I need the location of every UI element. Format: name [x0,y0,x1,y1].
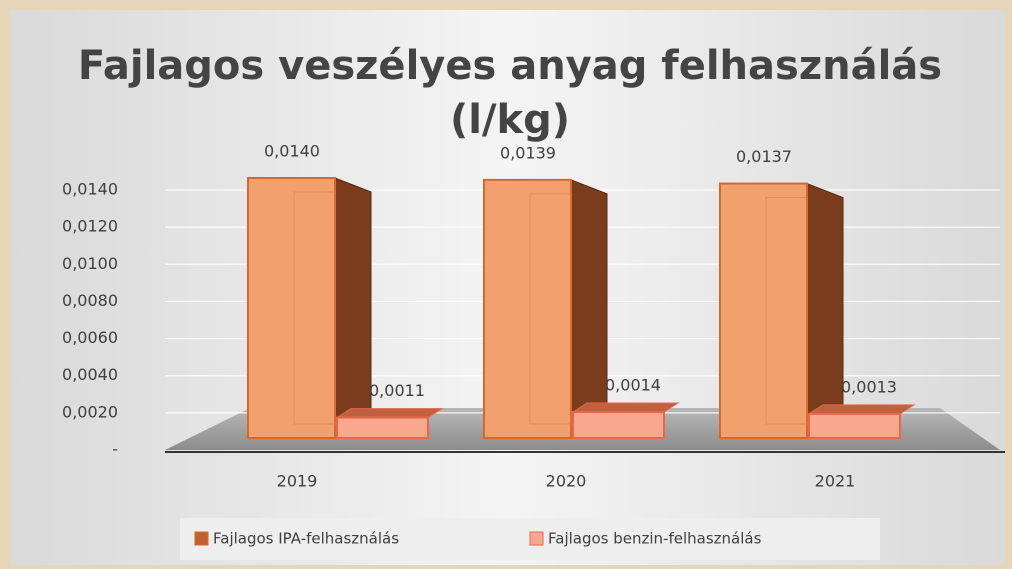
bar [719,182,808,439]
value-label: 0,0014 [605,376,661,395]
bar-top [807,404,916,415]
chart-title: (l/kg) [450,97,570,143]
legend-label: Fajlagos benzin-felhasználás [548,530,762,548]
bar-top [335,408,444,419]
bar [483,178,572,439]
bar-inner [765,197,808,425]
value-label: 0,0137 [736,147,792,166]
x-tick-label: 2021 [815,472,856,491]
y-tick-label: 0,0060 [62,328,118,347]
value-label: 0,0013 [841,377,897,396]
y-tick-label: - [112,440,118,459]
x-tick-label: 2020 [546,472,587,491]
bar-inner [529,193,572,425]
y-tick-label: 0,0020 [62,402,118,421]
value-label: 0,0011 [369,381,425,400]
legend-swatch [529,531,544,546]
legend-label: Fajlagos IPA-felhasználás [213,530,399,548]
y-tick-label: 0,0040 [62,365,118,384]
legend-swatch [194,531,209,546]
value-label: 0,0140 [264,142,320,161]
bar-side [334,177,372,439]
bar-top [571,402,680,413]
y-tick-label: 0,0080 [62,291,118,310]
bar [247,177,336,439]
bar-side [806,182,844,439]
x-tick-label: 2019 [277,472,318,491]
bar-inner [293,191,336,425]
y-tick-label: 0,0100 [62,254,118,273]
bar [572,411,665,439]
y-tick-label: 0,0120 [62,217,118,236]
chart-title: Fajlagos veszélyes anyag felhasználás [78,43,942,89]
bar-side [570,179,608,439]
bar [336,416,429,440]
value-label: 0,0139 [500,143,556,162]
bar [808,412,901,440]
y-tick-label: 0,0140 [62,180,118,199]
